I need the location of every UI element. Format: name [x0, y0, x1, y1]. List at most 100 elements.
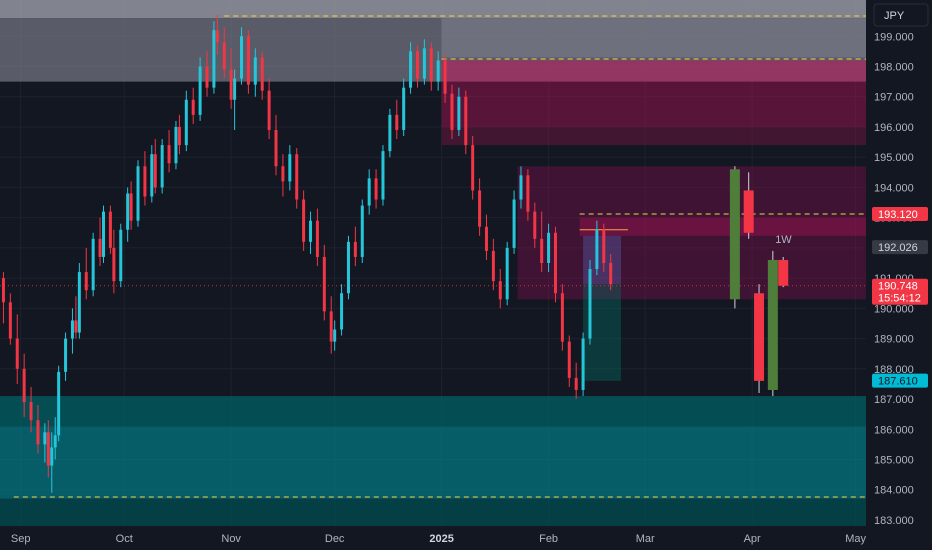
candle[interactable]: [46, 420, 50, 478]
currency-box[interactable]: JPY: [873, 3, 929, 27]
candle[interactable]: [402, 78, 406, 137]
candle[interactable]: [471, 136, 475, 200]
time-axis[interactable]: Sep Oct Nov Dec 2025 Feb Mar Apr May: [0, 526, 932, 550]
price-axis[interactable]: 183.000 184.000 185.000 186.000 187.000 188.0…: [866, 0, 932, 527]
candle[interactable]: [160, 139, 164, 194]
candle[interactable]: [422, 39, 426, 85]
daily-candles[interactable]: [1, 15, 613, 493]
candle[interactable]: [102, 205, 106, 263]
candle[interactable]: [1, 272, 5, 324]
candle[interactable]: [36, 405, 40, 454]
candle[interactable]: [595, 220, 599, 276]
weekly-candle[interactable]: [754, 284, 765, 393]
candle[interactable]: [574, 362, 578, 400]
candle[interactable]: [112, 229, 116, 294]
candle[interactable]: [429, 42, 433, 91]
candle[interactable]: [246, 30, 250, 94]
candle[interactable]: [57, 365, 61, 442]
candle[interactable]: [533, 202, 537, 248]
candle[interactable]: [74, 296, 78, 339]
candle[interactable]: [322, 244, 326, 321]
candle[interactable]: [360, 199, 364, 263]
candle[interactable]: [108, 205, 112, 254]
candle[interactable]: [436, 51, 440, 91]
candle[interactable]: [395, 99, 399, 140]
candle[interactable]: [415, 45, 419, 88]
candle[interactable]: [346, 235, 350, 300]
candle[interactable]: [491, 238, 495, 291]
candle[interactable]: [274, 114, 278, 176]
candle[interactable]: [333, 320, 337, 351]
candle[interactable]: [205, 51, 209, 97]
candle[interactable]: [50, 432, 54, 493]
candle[interactable]: [540, 211, 544, 273]
candle[interactable]: [8, 293, 12, 345]
candle[interactable]: [609, 253, 613, 291]
candle[interactable]: [15, 314, 19, 384]
candle[interactable]: [91, 232, 95, 297]
weekly-candle[interactable]: [767, 250, 778, 397]
candle[interactable]: [240, 27, 244, 85]
candle[interactable]: [77, 263, 81, 339]
candle[interactable]: [309, 211, 313, 254]
candle[interactable]: [340, 284, 344, 336]
candle[interactable]: [29, 386, 33, 433]
candle[interactable]: [581, 332, 585, 397]
candle[interactable]: [119, 223, 123, 288]
candle[interactable]: [198, 57, 202, 121]
candle[interactable]: [253, 48, 257, 97]
candle[interactable]: [288, 145, 292, 191]
candle[interactable]: [64, 332, 68, 381]
candle[interactable]: [150, 145, 154, 203]
candle[interactable]: [260, 51, 264, 100]
candle[interactable]: [329, 296, 333, 354]
candle[interactable]: [43, 423, 47, 463]
candle[interactable]: [553, 226, 557, 303]
candle[interactable]: [177, 114, 181, 155]
candle[interactable]: [143, 151, 147, 206]
candle[interactable]: [353, 226, 357, 267]
candle[interactable]: [295, 148, 299, 209]
candle[interactable]: [457, 87, 461, 137]
candle[interactable]: [184, 90, 188, 152]
candle[interactable]: [512, 190, 516, 254]
candle[interactable]: [478, 178, 482, 236]
candle[interactable]: [484, 214, 488, 260]
candle[interactable]: [53, 417, 57, 460]
candle[interactable]: [374, 169, 378, 209]
candle[interactable]: [560, 284, 564, 351]
candle[interactable]: [191, 87, 195, 124]
candle[interactable]: [174, 120, 178, 170]
candle[interactable]: [498, 269, 502, 309]
candle[interactable]: [229, 48, 233, 109]
candle[interactable]: [84, 247, 88, 300]
candle[interactable]: [443, 54, 447, 103]
candle[interactable]: [98, 217, 102, 267]
candle[interactable]: [70, 308, 74, 354]
candle[interactable]: [388, 108, 392, 158]
weekly-candles[interactable]: [729, 166, 789, 397]
candle[interactable]: [526, 169, 530, 221]
candle[interactable]: [302, 190, 306, 251]
candle[interactable]: [126, 187, 130, 242]
candle[interactable]: [464, 90, 468, 155]
candle[interactable]: [212, 21, 216, 94]
weekly-candle[interactable]: [778, 256, 789, 288]
candle[interactable]: [602, 223, 606, 273]
candle[interactable]: [281, 154, 285, 197]
candle[interactable]: [222, 27, 226, 79]
candle[interactable]: [136, 160, 140, 227]
candle[interactable]: [167, 129, 171, 173]
candle[interactable]: [215, 15, 219, 55]
candle[interactable]: [233, 69, 237, 130]
candle[interactable]: [409, 42, 413, 94]
candle[interactable]: [519, 166, 523, 209]
candle[interactable]: [129, 181, 133, 230]
candle[interactable]: [315, 208, 319, 267]
weekly-candle[interactable]: [729, 166, 740, 309]
candle[interactable]: [588, 259, 592, 345]
candle[interactable]: [381, 145, 385, 206]
candle[interactable]: [567, 335, 571, 387]
candle[interactable]: [450, 84, 454, 140]
